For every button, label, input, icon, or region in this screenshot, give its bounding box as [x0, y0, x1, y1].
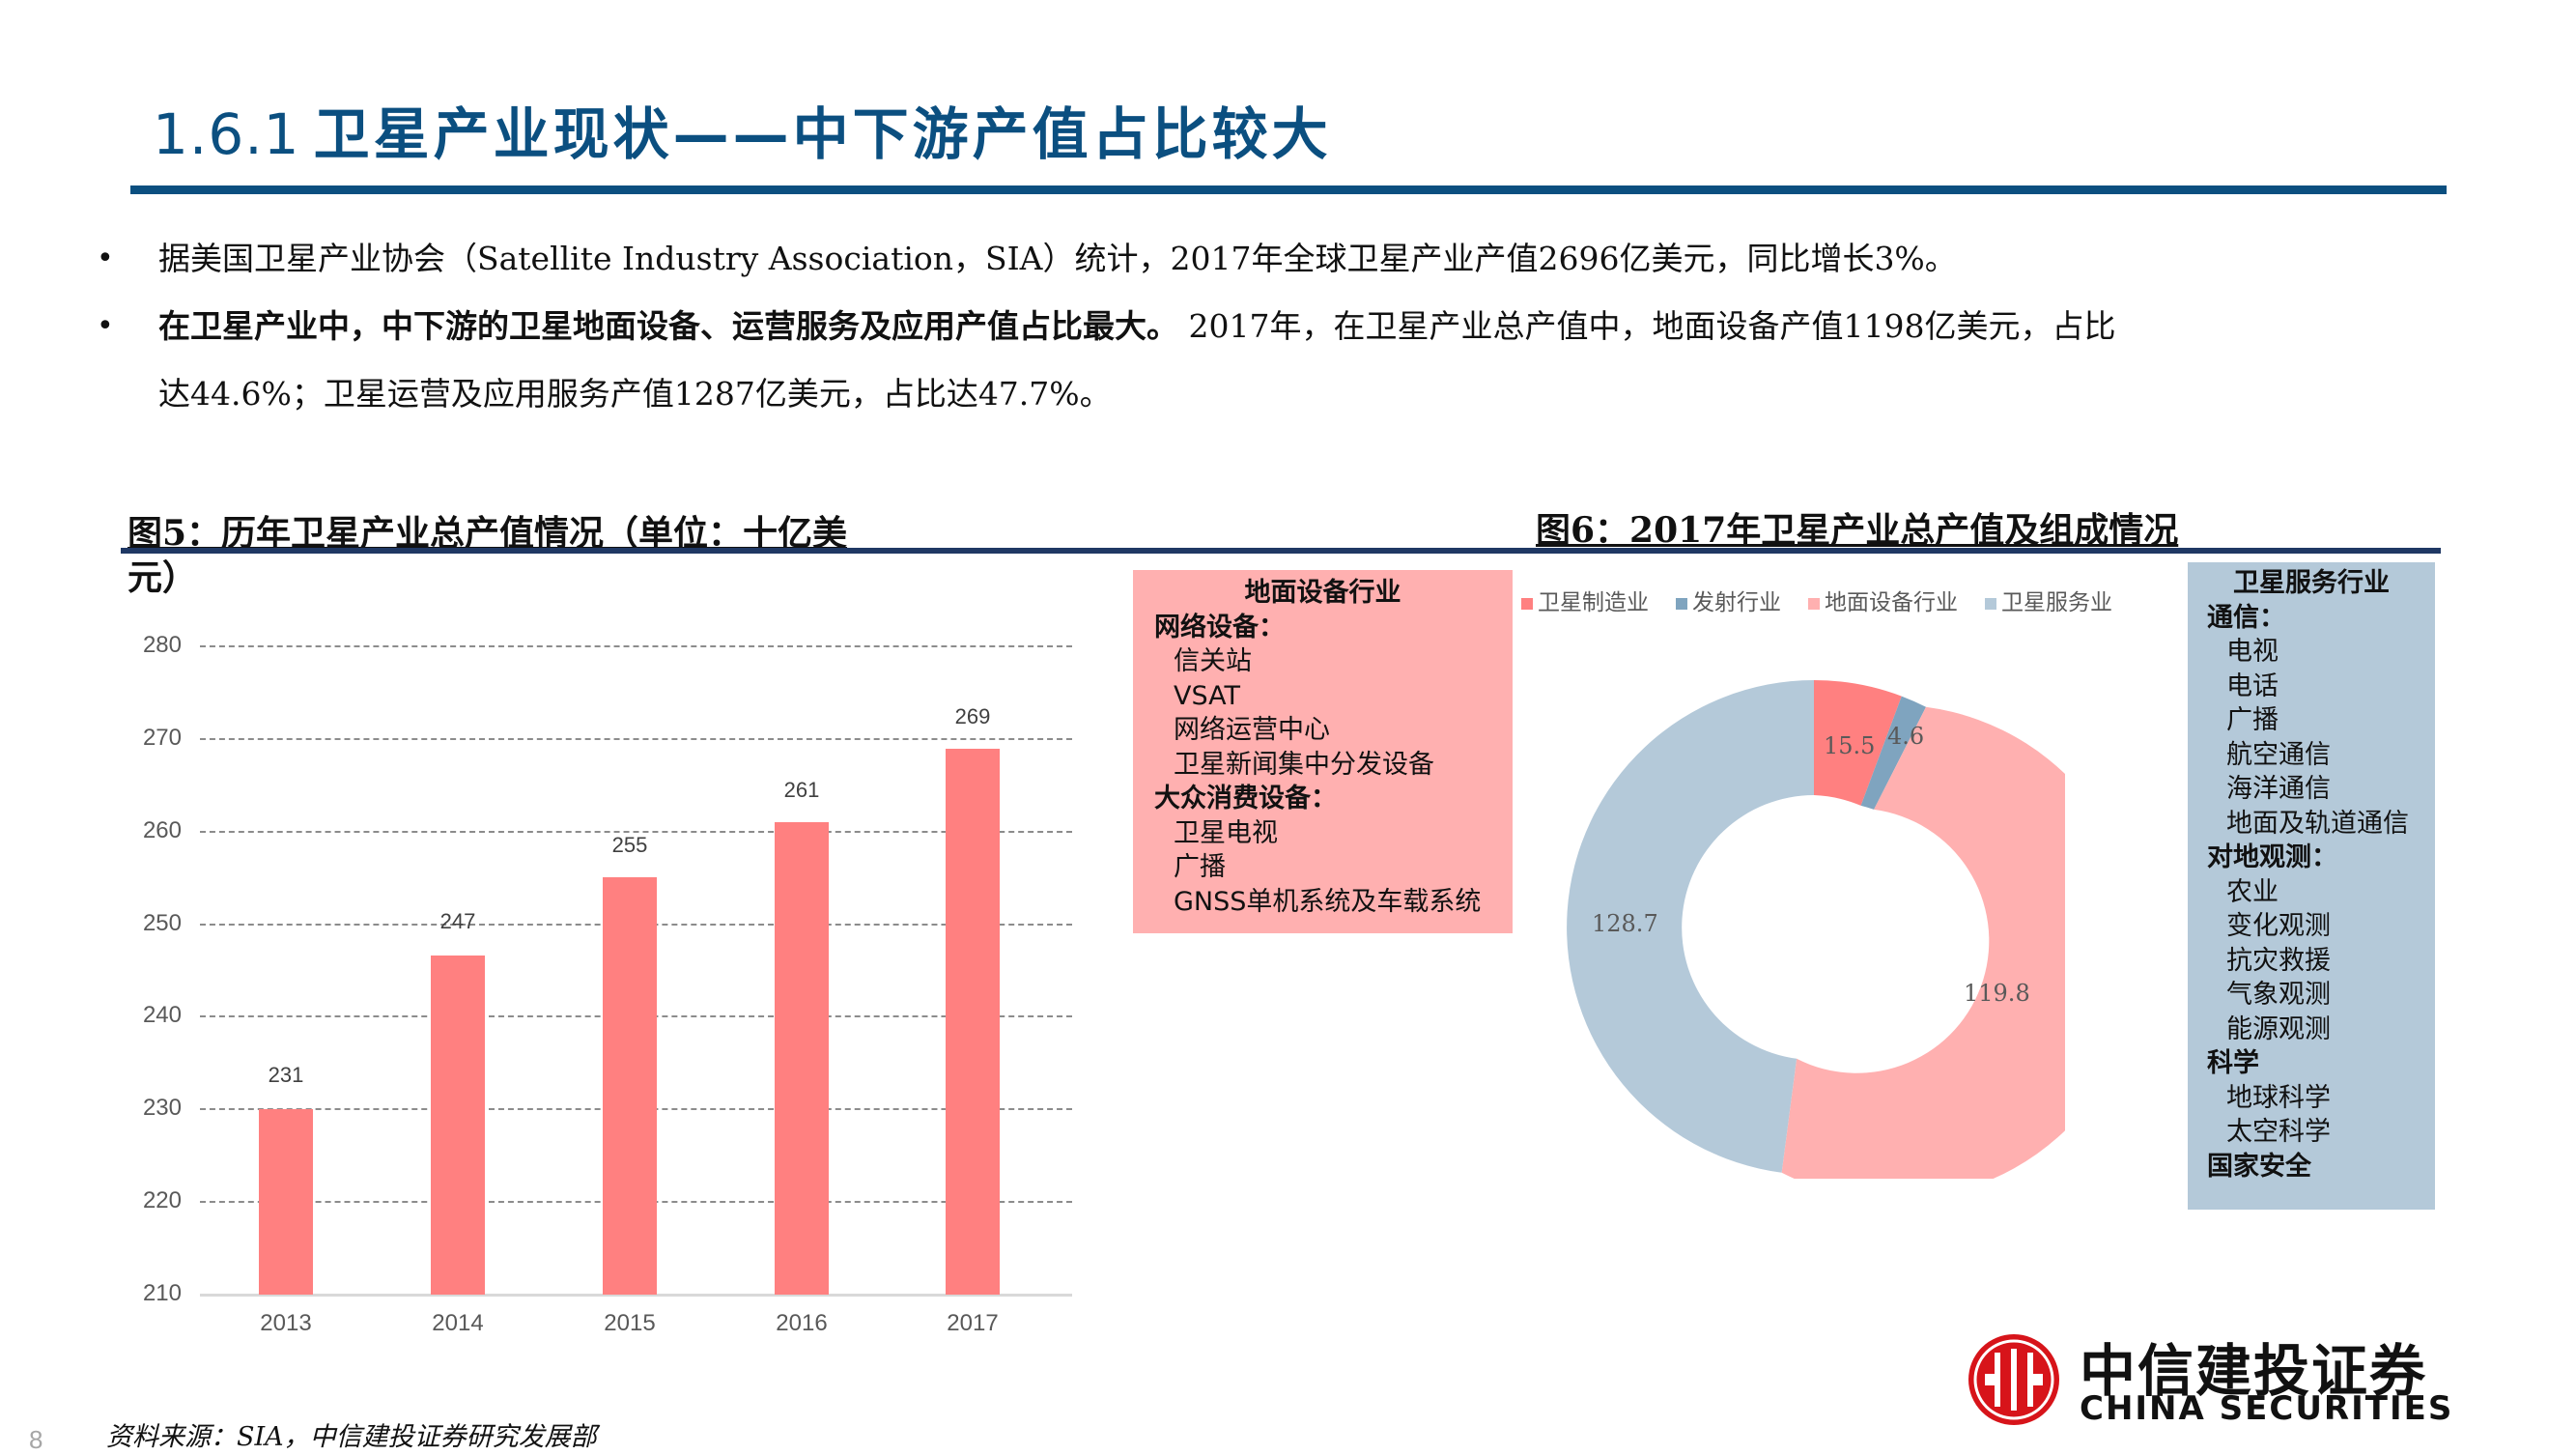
page-number: 8	[29, 1425, 43, 1454]
donut-slice-launch	[1860, 696, 1926, 810]
y-tick: 230	[142, 1095, 182, 1121]
gridline	[200, 645, 1072, 647]
box-item: 地面及轨道通信	[2226, 808, 2409, 839]
box-item: 变化观测	[2226, 911, 2331, 941]
legend-swatch-icon	[1808, 597, 1820, 610]
box-group-label: 大众消费设备：	[1154, 784, 1337, 813]
donut-value-label: 15.5	[1824, 732, 1876, 759]
box-item: 抗灾救援	[2226, 945, 2331, 976]
x-tick: 2015	[604, 1310, 656, 1336]
legend-item: 发射行业	[1676, 584, 1781, 616]
bar-value-label: 255	[611, 833, 648, 857]
donut-legend: 卫星制造业 发射行业 地面设备行业 卫星服务业	[1521, 584, 2112, 616]
box-item: 广播	[1174, 852, 1226, 882]
bar-value-label: 231	[268, 1063, 304, 1087]
box-header: 地面设备行业	[1244, 578, 1401, 608]
box-item: 农业	[2226, 876, 2279, 907]
donut-value-label: 119.8	[1964, 980, 2030, 1007]
box-item: 航空通信	[2226, 739, 2331, 770]
x-tick: 2017	[947, 1310, 999, 1336]
bullet-text: 2017年，在卫星产业总产值中，地面设备产值1198亿美元，占比	[1178, 307, 2116, 345]
bar-value-label: 261	[783, 778, 820, 802]
legend-item: 地面设备行业	[1808, 584, 1958, 616]
box-item: 电话	[2226, 670, 2279, 701]
donut-slice-ground-equipment	[1781, 706, 2065, 1179]
box-item: 电视	[2226, 637, 2279, 667]
bar-2015	[603, 877, 657, 1295]
box-group-label: 通信：	[2207, 602, 2285, 633]
bar-2013	[259, 1109, 313, 1295]
y-tick: 250	[142, 910, 182, 936]
x-axis-line	[200, 1294, 1072, 1297]
box-item: 广播	[2226, 705, 2279, 735]
bullet-icon: •	[97, 309, 114, 343]
gridline	[200, 831, 1072, 833]
figure-divider	[121, 548, 2441, 554]
bar-2014	[431, 956, 485, 1295]
bullet-text: 据美国卫星产业协会（Satellite Industry Association…	[158, 240, 1957, 277]
box-group-label: 科学	[2207, 1048, 2259, 1078]
citic-emblem-icon	[1968, 1334, 2059, 1425]
bullet-bold-text: 在卫星产业中，中下游的卫星地面设备、运营服务及应用产值占比最大。	[158, 307, 1178, 345]
source-note: 资料来源：SIA，中信建投证券研究发展部	[106, 1422, 597, 1452]
satellite-service-box: 卫星服务行业 通信： 电视 电话 广播 航空通信 海洋通信 地面及轨道通信 对地…	[2188, 562, 2435, 1210]
section-number: 1.6.1	[153, 101, 300, 167]
box-item: 能源观测	[2226, 1013, 2331, 1044]
donut-value-label: 128.7	[1592, 910, 1658, 937]
gridline	[200, 738, 1072, 740]
bar-value-label: 269	[954, 704, 991, 728]
box-item: VSAT	[1174, 680, 1240, 711]
legend-swatch-icon	[1676, 597, 1687, 610]
logo-name-cn: 中信建投证券	[2080, 1338, 2428, 1404]
box-group-label: 对地观测：	[2207, 842, 2337, 872]
legend-swatch-icon	[1985, 597, 1996, 610]
box-item: 太空科学	[2226, 1117, 2331, 1147]
legend-swatch-icon	[1521, 597, 1533, 610]
bar-2016	[775, 822, 829, 1295]
page-title: 1.6.1 卫星产业现状——中下游产值占比较大	[153, 89, 1332, 170]
legend-item: 卫星服务业	[1985, 584, 2112, 616]
x-tick: 2016	[776, 1310, 828, 1336]
donut-slice-manufacturing	[1814, 680, 1902, 806]
x-tick: 2013	[260, 1310, 312, 1336]
y-tick: 280	[142, 632, 182, 658]
bullet-text: 达44.6%；卫星运营及应用服务产值1287亿美元，占比达47.7%。	[158, 375, 1112, 413]
donut-chart	[1567, 680, 2065, 1179]
donut-slice-services	[1567, 680, 1814, 1173]
bullet-icon: •	[97, 242, 114, 275]
figure5-title-line2: 元）	[127, 557, 198, 598]
y-tick: 240	[142, 1002, 182, 1028]
company-logo: 中信建投证券 CHINA SECURITIES	[1966, 1331, 2506, 1428]
box-group-label: 网络设备：	[1154, 612, 1285, 642]
box-header: 卫星服务行业	[2233, 568, 2390, 598]
bar-value-label: 247	[439, 909, 476, 933]
figure6-title: 图6：2017年卫星产业总产值及组成情况	[1536, 510, 2179, 551]
logo-name-en: CHINA SECURITIES	[2080, 1389, 2454, 1428]
box-group-label: 国家安全	[2207, 1151, 2311, 1182]
box-item: 网络运营中心	[1174, 715, 1330, 745]
title-text: 卫星产业现状——中下游产值占比较大	[313, 101, 1332, 167]
box-item: GNSS单机系统及车载系统	[1174, 886, 1482, 917]
bar-chart: 280 270 260 250 240 230 220 210 231 247 …	[0, 0, 1111, 1372]
box-item: 卫星新闻集中分发设备	[1174, 749, 1434, 780]
legend-item: 卫星制造业	[1521, 584, 1649, 616]
y-tick: 210	[142, 1280, 182, 1306]
title-divider	[130, 185, 2447, 194]
donut-value-label: 4.6	[1887, 723, 1925, 750]
y-tick: 220	[142, 1187, 182, 1213]
box-item: 气象观测	[2226, 980, 2331, 1010]
box-item: 信关站	[1174, 646, 1252, 676]
box-item: 卫星电视	[1174, 817, 1278, 848]
bar-2017	[946, 749, 1000, 1295]
figure5-title-line1: 图5：历年卫星产业总产值情况（单位：十亿美	[127, 513, 848, 554]
ground-equipment-box: 地面设备行业 网络设备： 信关站 VSAT 网络运营中心 卫星新闻集中分发设备 …	[1133, 570, 1513, 933]
box-item: 海洋通信	[2226, 774, 2331, 804]
box-item: 地球科学	[2226, 1082, 2331, 1113]
y-tick: 260	[142, 817, 182, 843]
x-tick: 2014	[432, 1310, 484, 1336]
y-tick: 270	[142, 725, 182, 751]
